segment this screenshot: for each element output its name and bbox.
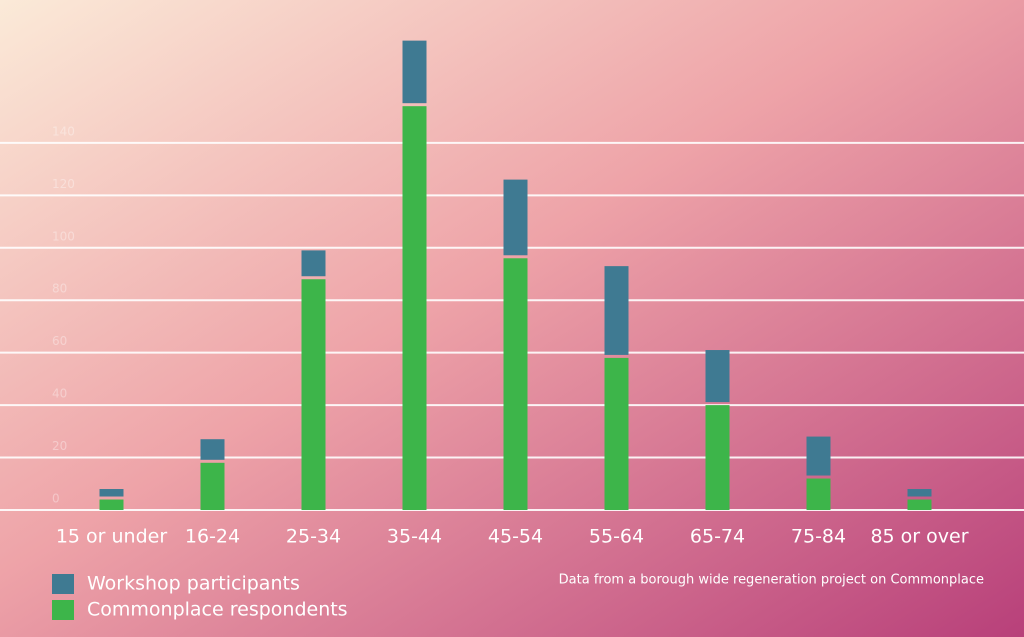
bar-segment (200, 462, 225, 510)
x-tick-label: 45-54 (488, 526, 543, 548)
bar-segment (806, 478, 831, 510)
x-tick-label: 65-74 (690, 526, 745, 548)
x-tick-label: 15 or under (56, 526, 168, 548)
y-tick-label: 80 (52, 282, 67, 296)
x-tick-label: 75-84 (791, 526, 846, 548)
bar-segment (604, 266, 629, 355)
bar-segment (402, 106, 427, 510)
bar-segment (99, 489, 124, 497)
x-tick-label: 25-34 (286, 526, 341, 548)
bar-segment (99, 499, 124, 510)
y-tick-label: 0 (52, 492, 60, 506)
x-tick-label: 16-24 (185, 526, 240, 548)
legend-label: Commonplace respondents (87, 599, 348, 621)
x-tick-label: 35-44 (387, 526, 442, 548)
legend-swatch (52, 574, 74, 594)
legend-label: Workshop participants (87, 573, 300, 595)
bar-segment (907, 489, 932, 497)
bar-segment (604, 357, 629, 510)
bar-segment (705, 350, 730, 403)
bar-segment (907, 499, 932, 510)
bar-segment (301, 250, 326, 277)
y-tick-label: 140 (52, 124, 75, 138)
bar-segment (503, 258, 528, 510)
bar-segment (806, 436, 831, 476)
y-tick-label: 40 (52, 387, 67, 401)
bar-segment (200, 439, 225, 460)
bar-segment (402, 40, 427, 104)
bar-segment (705, 405, 730, 510)
bar-segment (301, 279, 326, 510)
legend-swatch (52, 600, 74, 620)
bar-segment (503, 179, 528, 256)
y-tick-label: 60 (52, 334, 67, 348)
y-tick-label: 120 (52, 177, 75, 191)
x-tick-label: 85 or over (870, 526, 968, 548)
x-tick-label: 55-64 (589, 526, 644, 548)
y-tick-label: 100 (52, 229, 75, 243)
y-tick-label: 20 (52, 439, 67, 453)
note: Data from a borough wide regeneration pr… (559, 573, 984, 588)
